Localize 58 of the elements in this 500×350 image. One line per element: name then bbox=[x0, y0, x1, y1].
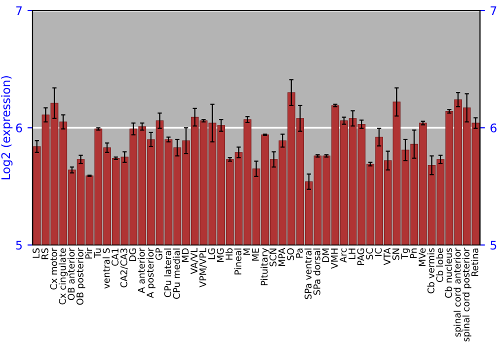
x-tick-label: SPa dorsal bbox=[313, 248, 320, 295]
x-tick-label: MD bbox=[182, 248, 189, 262]
x-tick-label: CA2/CA3 bbox=[120, 248, 128, 288]
x-tick-label: DM bbox=[322, 248, 329, 262]
x-tick-label: ME bbox=[252, 248, 259, 261]
x-tick-label: Pn bbox=[410, 248, 417, 258]
x-tick-label: Cb nucleus bbox=[444, 248, 452, 298]
x-tick-label: Tg bbox=[401, 248, 410, 260]
x-tick-label: OB posterior bbox=[76, 248, 86, 305]
y2-tick-label: 5 bbox=[490, 240, 496, 250]
x-tick-label: PAG bbox=[357, 248, 364, 266]
x-tick-label: SC bbox=[366, 248, 373, 260]
x-tick-label: Pituitary bbox=[260, 248, 270, 286]
x-tick-label: A posterior bbox=[146, 248, 156, 298]
x-tick-label: LG bbox=[208, 248, 216, 260]
y-tick-label: 6 bbox=[16, 123, 22, 132]
x-tick-label: LS bbox=[32, 248, 40, 258]
x-tick-label: IC bbox=[374, 248, 382, 256]
x-tick-label: Cb vermis bbox=[427, 248, 434, 294]
y-axis-title: Log2 (expression) bbox=[1, 76, 12, 180]
x-tick-label: MG bbox=[216, 248, 224, 262]
x-tick-label: Hb bbox=[225, 248, 233, 260]
x-tick-label: SO bbox=[287, 248, 294, 260]
x-tick-label: spinal cord anterior bbox=[454, 248, 462, 337]
x-tick-label: SN bbox=[392, 248, 400, 260]
x-tick-label: Tu bbox=[94, 248, 101, 258]
x-tick-label: CPu medial bbox=[172, 248, 180, 299]
x-tick-label: SCN bbox=[270, 248, 276, 266]
x-tick-label: OB anterior bbox=[68, 248, 75, 300]
x-tick-label: CA1 bbox=[112, 248, 119, 266]
x-tick-label: MVe bbox=[418, 248, 426, 266]
x-tick-label: LH bbox=[348, 248, 356, 259]
x-tick-label: DG bbox=[129, 248, 136, 262]
x-tick-label: ventral S bbox=[102, 248, 110, 289]
y-tick-label: 5 bbox=[16, 240, 22, 250]
x-tick-label: Pir bbox=[85, 248, 92, 259]
x-tick-label: VTA bbox=[384, 248, 390, 266]
x-tick-label: M bbox=[243, 248, 250, 255]
y2-tick-label: 7 bbox=[490, 6, 496, 15]
x-tick-label: Retina bbox=[471, 248, 478, 276]
x-tick-label: MPA bbox=[278, 248, 286, 266]
x-tick-label: spinal cord posterior bbox=[462, 248, 472, 342]
x-tick-label: VA/VL bbox=[190, 248, 198, 274]
x-tick-label: Pineal bbox=[234, 248, 242, 274]
x-tick-label: GP bbox=[155, 248, 162, 260]
x-tick-label: VPM/VPL bbox=[199, 248, 207, 288]
x-tick-label: Arc bbox=[340, 248, 347, 263]
y2-tick-label: 6 bbox=[490, 123, 496, 132]
x-tick-label: Cx motor bbox=[50, 248, 58, 290]
x-tick-label: SPa ventral bbox=[304, 248, 312, 300]
x-tick-label: CPu lateral bbox=[164, 248, 172, 298]
x-tick-label: A anterior bbox=[138, 248, 145, 294]
x-tick-label: Cb lobe bbox=[436, 248, 444, 282]
x-tick-label: VMH bbox=[331, 248, 338, 269]
x-tick-label: Pa bbox=[296, 248, 303, 258]
x-tick-label: Cx cingulate bbox=[58, 248, 68, 304]
y-tick-label: 7 bbox=[16, 6, 22, 15]
x-tick-label: RS bbox=[41, 248, 48, 260]
